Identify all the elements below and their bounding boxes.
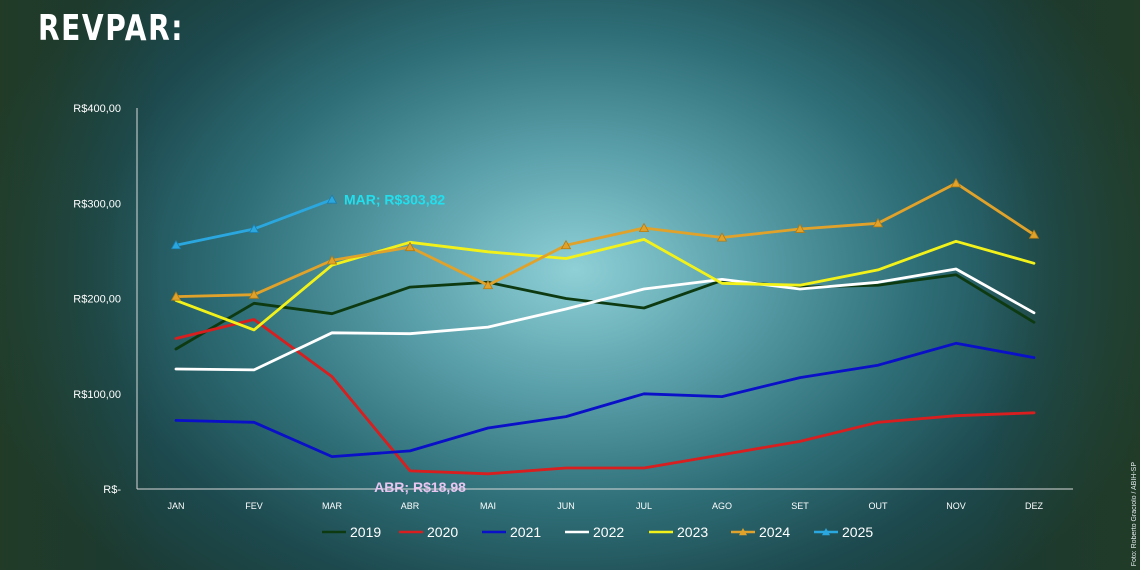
series-line-2020 [174, 318, 1036, 476]
x-tick-label: SET [791, 501, 809, 511]
y-tick-label: R$100,00 [73, 389, 121, 401]
series-line-2021 [174, 341, 1036, 458]
x-tick-label: FEV [245, 501, 263, 511]
legend-label-2023: 2023 [677, 524, 708, 540]
x-tick-label: NOV [946, 501, 966, 511]
data-label-2020: ABR; R$18,98 [374, 479, 466, 495]
series-line-2025 [174, 198, 334, 247]
series-line-2022 [174, 267, 1036, 372]
data-point-2024 [170, 291, 182, 301]
data-point-2024 [1028, 229, 1040, 239]
data-point-2024 [638, 222, 650, 233]
series-line-2019 [174, 273, 1036, 351]
y-tick-label: R$200,00 [73, 294, 121, 306]
data-point-2024 [794, 223, 806, 233]
data-point-2025 [170, 239, 182, 250]
legend-label-2019: 2019 [350, 524, 381, 540]
legend-label-2024: 2024 [759, 524, 790, 540]
x-tick-label: ABR [401, 501, 420, 511]
data-point-2024 [560, 239, 572, 250]
x-tick-label: JAN [167, 501, 184, 511]
x-tick-label: MAI [480, 501, 496, 511]
x-tick-label: DEZ [1025, 501, 1044, 511]
data-point-2024 [404, 241, 416, 252]
photo-credit: Foto: Roberto Graciolo / ABIH-SP [1131, 461, 1138, 566]
data-point-2024 [482, 279, 494, 290]
page-title: REVPAR: [38, 8, 185, 49]
legend-label-2021: 2021 [510, 524, 541, 540]
series-line-2023 [174, 238, 1036, 332]
data-label-2025: MAR; R$303,82 [344, 192, 445, 208]
legend-marker-2024 [739, 528, 747, 536]
y-tick-label: R$300,00 [73, 198, 121, 210]
x-tick-label: OUT [869, 501, 889, 511]
data-point-2024 [716, 232, 728, 242]
data-point-2024 [872, 217, 884, 228]
x-tick-label: JUL [636, 501, 652, 511]
legend-label-2020: 2020 [427, 524, 458, 540]
x-tick-label: JUN [557, 501, 575, 511]
data-point-2024 [326, 255, 338, 265]
x-tick-label: MAR [322, 501, 343, 511]
legend-marker-2025 [822, 528, 830, 536]
data-point-2024 [950, 177, 962, 188]
series-line-2024 [174, 181, 1036, 298]
data-point-2025 [326, 194, 338, 204]
x-tick-label: AGO [712, 501, 732, 511]
data-point-2025 [248, 223, 260, 233]
legend-label-2022: 2022 [593, 524, 624, 540]
data-point-2024 [248, 289, 260, 299]
legend-label-2025: 2025 [842, 524, 873, 540]
y-tick-label: R$400,00 [73, 103, 121, 115]
y-tick-label: R$- [103, 484, 121, 496]
